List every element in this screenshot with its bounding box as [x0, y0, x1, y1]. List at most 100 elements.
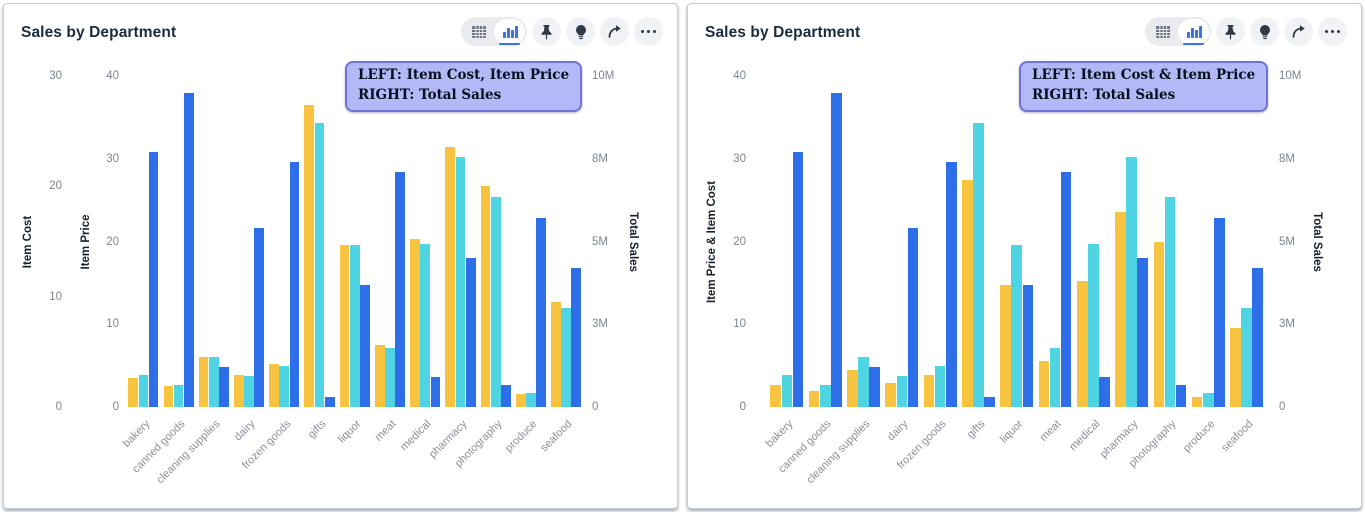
bar-item-price-cleaning-supplies[interactable] [858, 357, 869, 407]
bar-item-cost-dairy[interactable] [233, 375, 244, 407]
bar-item-price-frozen-goods[interactable] [279, 365, 290, 407]
bar-total-sales-seafood[interactable] [1252, 267, 1263, 407]
bar-total-sales-pharmacy[interactable] [465, 258, 476, 407]
bar-total-sales-seafood[interactable] [571, 267, 582, 407]
bar-total-sales-frozen-goods[interactable] [289, 162, 300, 407]
bar-item-price-liquor[interactable] [1011, 244, 1023, 407]
pin-button[interactable] [1216, 17, 1245, 46]
chart-annotation: LEFT: Item Cost & Item Price RIGHT: Tota… [1019, 61, 1269, 113]
bar-total-sales-photography[interactable] [501, 385, 511, 407]
bar-total-sales-meat[interactable] [1060, 171, 1072, 407]
bar-total-sales-gifts[interactable] [324, 397, 335, 407]
bar-item-price-photography[interactable] [1164, 196, 1176, 407]
bar-item-cost-bakery[interactable] [128, 378, 138, 407]
bar-item-cost-frozen-goods[interactable] [269, 363, 279, 407]
share-button[interactable] [600, 17, 629, 46]
y-axis-tick-label: 20 [106, 235, 119, 248]
bar-total-sales-liquor[interactable] [1022, 284, 1034, 407]
bar-item-price-dairy[interactable] [244, 376, 254, 407]
bar-item-price-liquor[interactable] [349, 244, 360, 407]
bar-item-cost-pharmacy[interactable] [445, 146, 456, 407]
bar-total-sales-liquor[interactable] [360, 284, 370, 407]
bar-item-cost-liquor[interactable] [1000, 285, 1011, 407]
bar-item-price-bakery[interactable] [781, 374, 793, 407]
bar-item-cost-produce[interactable] [1191, 397, 1203, 407]
bar-item-cost-meat[interactable] [374, 345, 385, 407]
bar-total-sales-dairy[interactable] [907, 228, 919, 407]
bar-chart-icon [1186, 25, 1202, 38]
bar-item-cost-bakery[interactable] [770, 385, 782, 407]
insights-button[interactable] [566, 17, 595, 46]
bar-item-price-gifts[interactable] [973, 123, 984, 407]
bar-item-price-produce[interactable] [526, 392, 536, 407]
bar-total-sales-cleaning-supplies[interactable] [219, 367, 229, 407]
ellipsis-icon [640, 29, 657, 34]
bar-item-cost-cleaning-supplies[interactable] [847, 369, 858, 407]
bar-item-cost-canned-goods[interactable] [163, 386, 174, 407]
bar-item-price-bakery[interactable] [138, 374, 149, 407]
bar-item-price-medical[interactable] [1088, 243, 1099, 407]
bar-item-price-meat[interactable] [385, 348, 395, 407]
bar-total-sales-photography[interactable] [1175, 385, 1187, 407]
y-axis-tick-label: 30 [733, 152, 746, 165]
bar-item-price-seafood[interactable] [1241, 307, 1252, 407]
y-axis-tick-label: 0 [112, 401, 119, 413]
bar-item-price-pharmacy[interactable] [455, 157, 466, 407]
bar-total-sales-produce[interactable] [536, 218, 546, 407]
bar-total-sales-gifts[interactable] [984, 397, 995, 407]
share-button[interactable] [1284, 17, 1313, 46]
bar-item-price-seafood[interactable] [561, 307, 571, 407]
y-axis-tick-label: 5M [592, 235, 608, 248]
bar-item-price-pharmacy[interactable] [1126, 157, 1137, 407]
more-options-button[interactable] [634, 17, 663, 46]
bar-item-cost-canned-goods[interactable] [808, 391, 820, 407]
bar-item-cost-meat[interactable] [1038, 360, 1050, 407]
bar-item-cost-produce[interactable] [515, 393, 526, 407]
bar-total-sales-bakery[interactable] [148, 152, 159, 407]
more-options-button[interactable] [1318, 17, 1347, 46]
bar-total-sales-bakery[interactable] [792, 152, 804, 407]
bar-item-cost-medical[interactable] [1076, 281, 1088, 407]
annotation-line-1: LEFT: Item Cost & Item Price [1032, 67, 1256, 83]
bar-total-sales-canned-goods[interactable] [183, 92, 194, 407]
chart-view-button[interactable] [1178, 19, 1209, 45]
insights-button[interactable] [1250, 17, 1279, 46]
bar-item-cost-gifts[interactable] [304, 104, 315, 407]
bar-total-sales-dairy[interactable] [254, 228, 265, 407]
bar-item-price-medical[interactable] [420, 243, 431, 407]
chart-view-button[interactable] [494, 19, 525, 45]
bar-total-sales-medical[interactable] [430, 377, 441, 407]
bar-total-sales-frozen-goods[interactable] [945, 162, 957, 407]
bar-item-cost-cleaning-supplies[interactable] [198, 357, 209, 407]
y-axis-tick-label: 10 [106, 318, 119, 331]
bar-item-price-frozen-goods[interactable] [934, 365, 946, 407]
table-view-button[interactable] [1147, 19, 1178, 44]
pin-button[interactable] [532, 17, 561, 46]
bar-item-price-dairy[interactable] [896, 376, 908, 407]
bar-total-sales-cleaning-supplies[interactable] [869, 367, 880, 407]
bar-total-sales-medical[interactable] [1099, 377, 1110, 407]
bar-total-sales-produce[interactable] [1214, 218, 1225, 407]
bar-item-price-cleaning-supplies[interactable] [208, 357, 219, 407]
bar-item-cost-gifts[interactable] [962, 180, 973, 407]
bar-item-cost-photography[interactable] [480, 186, 491, 407]
y-axis-tick-label: 10M [592, 70, 615, 82]
bar-item-cost-dairy[interactable] [885, 383, 896, 407]
bar-total-sales-meat[interactable] [395, 171, 406, 407]
bar-item-cost-seafood[interactable] [1230, 328, 1241, 407]
bar-item-cost-medical[interactable] [410, 239, 420, 407]
bar-total-sales-canned-goods[interactable] [831, 92, 842, 407]
bar-item-cost-pharmacy[interactable] [1115, 211, 1126, 407]
bar-item-price-canned-goods[interactable] [819, 384, 831, 407]
bar-item-price-meat[interactable] [1049, 348, 1061, 407]
bar-item-cost-liquor[interactable] [339, 244, 350, 407]
bar-item-cost-frozen-goods[interactable] [923, 374, 935, 407]
bar-item-cost-photography[interactable] [1153, 241, 1165, 407]
bar-item-price-canned-goods[interactable] [173, 384, 184, 407]
bar-item-price-gifts[interactable] [314, 123, 325, 407]
bar-total-sales-pharmacy[interactable] [1137, 258, 1149, 407]
bar-item-price-photography[interactable] [490, 196, 501, 407]
bar-item-price-produce[interactable] [1202, 392, 1214, 407]
table-view-button[interactable] [463, 19, 494, 44]
bar-item-cost-seafood[interactable] [551, 302, 561, 407]
